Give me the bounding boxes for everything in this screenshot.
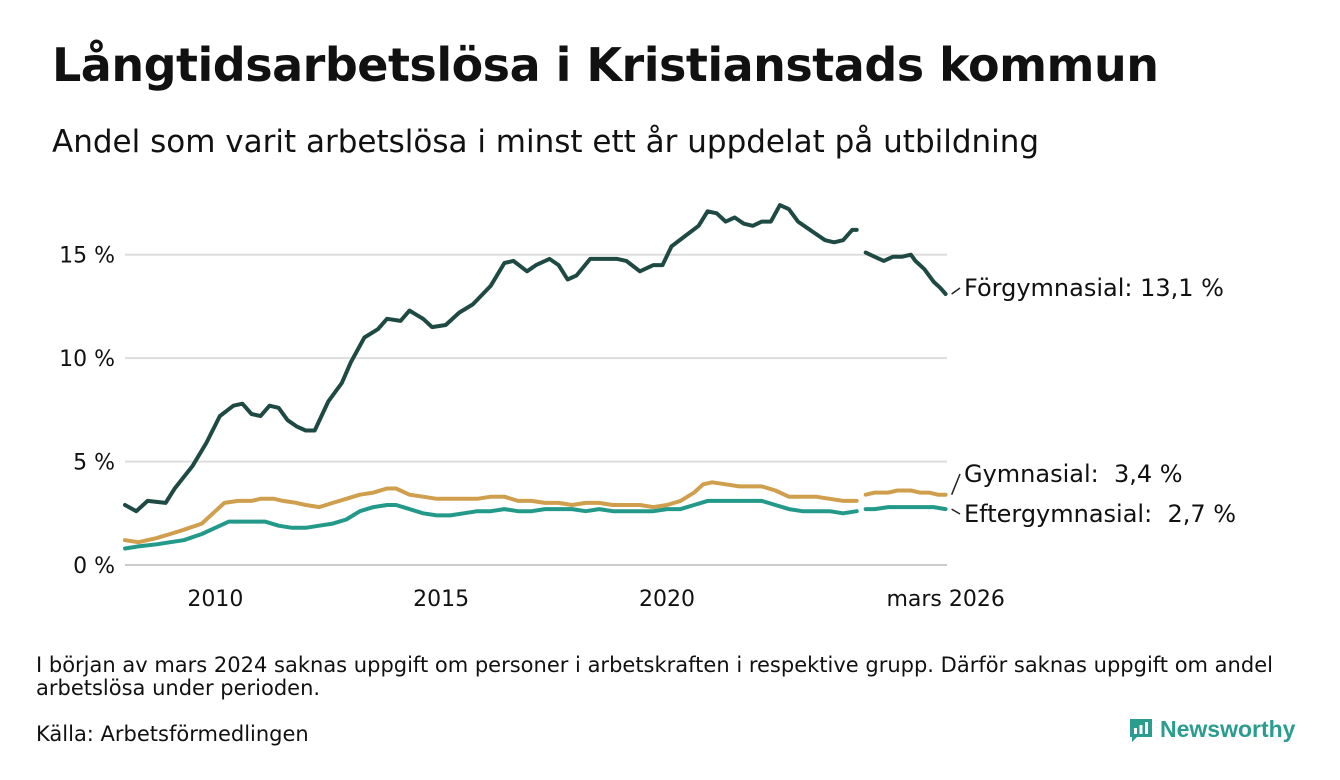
brand-name: Newsworthy [1160,716,1296,742]
label-leader-line [951,287,961,295]
x-tick-label: 2015 [413,587,469,612]
chart-title: Långtidsarbetslösa i Kristianstads kommu… [52,38,1159,92]
y-tick-label: 5 % [73,451,115,476]
label-leader-line [950,473,961,495]
x-tick-label: 2010 [187,587,243,612]
series-line-gymnasial [123,480,859,545]
x-tick-label: 2020 [639,587,695,612]
source-text: Källa: Arbetsförmedlingen [36,722,309,746]
chart-subtitle: Andel som varit arbetslösa i minst ett å… [52,124,1040,160]
series-labels: Förgymnasial: 13,1 % Gymnasial: 3,4 % Efte… [950,274,1236,528]
series-line-förgymnasial [863,250,948,296]
line-chart: 0 % 5 % 10 % 15 % 2010 2015 2020 mars 2026 För… [59,203,1236,612]
series-line-eftergymnasial [123,498,859,551]
y-tick-label: 10 % [59,347,115,372]
grid-lines [125,253,947,566]
x-axis-ticks: 2010 2015 2020 mars 2026 [187,587,1005,612]
series-label-eftergymnasial: Eftergymnasial: 2,7 % [964,500,1236,528]
y-axis-ticks: 0 % 5 % 10 % 15 % [59,244,115,579]
y-tick-label: 0 % [73,554,115,579]
series-line-gymnasial [863,488,948,497]
label-leader-line [951,508,961,515]
series-label-förgymnasial: Förgymnasial: 13,1 % [964,274,1224,302]
footnote: I början av mars 2024 saknas uppgift om … [36,653,1273,700]
x-tick-label: mars 2026 [886,587,1004,612]
newsworthy-logo: Newsworthy [1128,716,1295,743]
chart-bubble-icon [1130,718,1152,742]
series-label-gymnasial: Gymnasial: 3,4 % [964,460,1183,488]
y-tick-label: 15 % [59,244,115,269]
series-line-förgymnasial [123,203,859,514]
series-line-eftergymnasial [863,505,948,512]
series-lines [123,203,948,551]
